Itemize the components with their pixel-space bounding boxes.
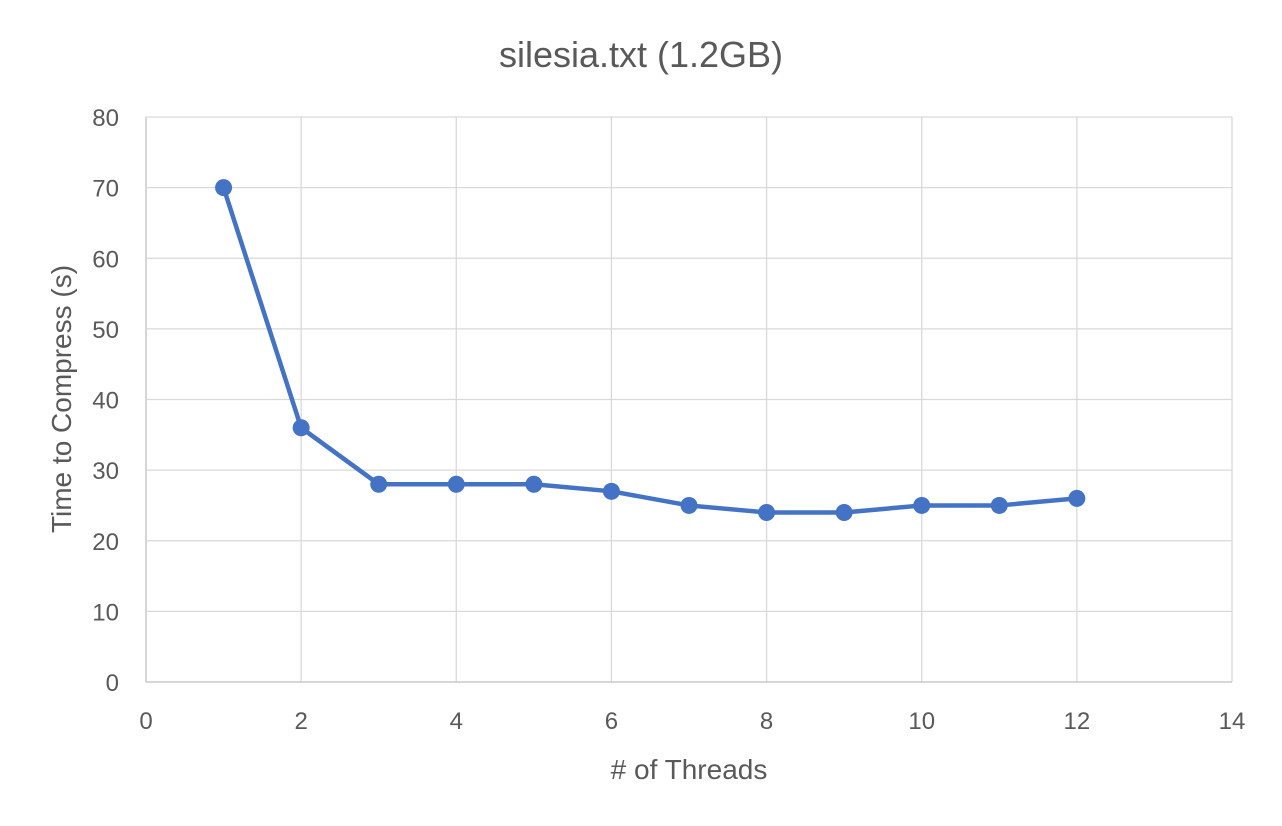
x-tick-label: 10	[908, 708, 935, 735]
chart-title: silesia.txt (1.2GB)	[499, 34, 783, 75]
y-tick-label: 30	[92, 458, 119, 485]
data-point	[602, 482, 620, 500]
data-point	[835, 504, 853, 521]
data-point	[292, 419, 310, 437]
data-point	[680, 496, 698, 514]
data-point	[215, 179, 233, 197]
x-tick-label: 4	[450, 708, 463, 735]
series-layer	[215, 179, 1086, 521]
x-tick-label: 0	[139, 708, 152, 735]
y-tick-label: 50	[92, 317, 119, 344]
x-axis-label: # of Threads	[611, 754, 768, 785]
y-tick-label: 70	[92, 176, 119, 203]
x-tick-label: 6	[605, 708, 618, 735]
x-tick-label: 2	[294, 708, 307, 735]
y-tick-label: 40	[92, 388, 119, 415]
x-tick-label: 14	[1219, 708, 1246, 735]
data-point	[525, 475, 543, 493]
data-point	[1068, 489, 1086, 507]
y-tick-label: 80	[92, 105, 119, 132]
y-tick-label: 20	[92, 529, 119, 556]
y-tick-label: 60	[92, 246, 119, 273]
y-axis-label: Time to Compress (s)	[46, 265, 77, 533]
y-tick-label: 10	[92, 599, 119, 626]
data-point	[758, 504, 776, 521]
data-point	[447, 475, 465, 493]
x-tick-label: 8	[760, 708, 773, 735]
data-point	[913, 496, 931, 514]
y-tick-label: 0	[106, 670, 119, 697]
series-line	[221, 185, 1080, 515]
x-tick-label: 12	[1064, 708, 1091, 735]
data-point	[370, 475, 388, 493]
tick-labels: 0 2 4 6 8 10 12 14 0 10 20 30 40 50 60 70 80	[92, 105, 1245, 735]
data-point	[990, 496, 1008, 514]
gridlines	[145, 116, 1233, 683]
